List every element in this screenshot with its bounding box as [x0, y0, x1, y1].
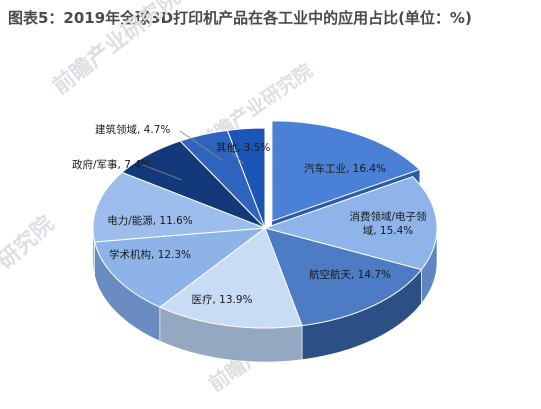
- leader-lines: [142, 130, 245, 181]
- watermark-text-left: 前瞻产业研究院: [48, 0, 185, 100]
- chart-title: 图表5：2019年全球3D打印机产品在各工业中的应用占比(单位：%): [8, 9, 472, 27]
- pie-slice-4: [158, 227, 303, 329]
- watermark-text-side: 研究院: [0, 211, 59, 274]
- pie-slice-2: [263, 176, 438, 271]
- data-label-9: 其他, 3.5%: [216, 141, 270, 154]
- data-label-6: 电力/能源, 11.6%: [107, 214, 193, 227]
- pie-slice-3: [264, 227, 423, 327]
- leader-line-7: [142, 164, 183, 181]
- pie-slice-9: [226, 127, 266, 229]
- pie-labels: 汽车工业, 16.4% 消费领域/电子领域, 15.4% 航空航天, 14.7% 医疗…: [72, 123, 427, 306]
- pie-slice-5: [94, 227, 267, 308]
- data-label-7: 政府/军事, 7.4%: [72, 158, 151, 171]
- data-label-1: 汽车工业, 16.4%: [304, 162, 386, 175]
- data-label-2: 消费领域/电子领域, 15.4%: [349, 210, 427, 237]
- data-label-4: 医疗, 13.9%: [191, 293, 252, 306]
- leader-line-9: [231, 152, 245, 165]
- data-label-3: 航空航天, 14.7%: [309, 268, 391, 281]
- pie-slice-6: [92, 171, 266, 243]
- data-label-5: 学术机构, 12.3%: [109, 248, 191, 261]
- pie-slice-1: [271, 120, 421, 222]
- leader-line-8: [179, 130, 223, 161]
- pie-tops: [92, 120, 438, 329]
- data-label-8: 建筑领域, 4.7%: [95, 123, 170, 136]
